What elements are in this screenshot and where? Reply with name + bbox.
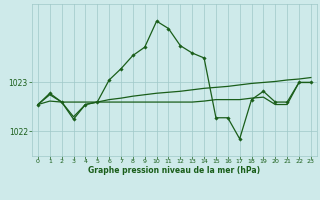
X-axis label: Graphe pression niveau de la mer (hPa): Graphe pression niveau de la mer (hPa)	[88, 166, 260, 175]
